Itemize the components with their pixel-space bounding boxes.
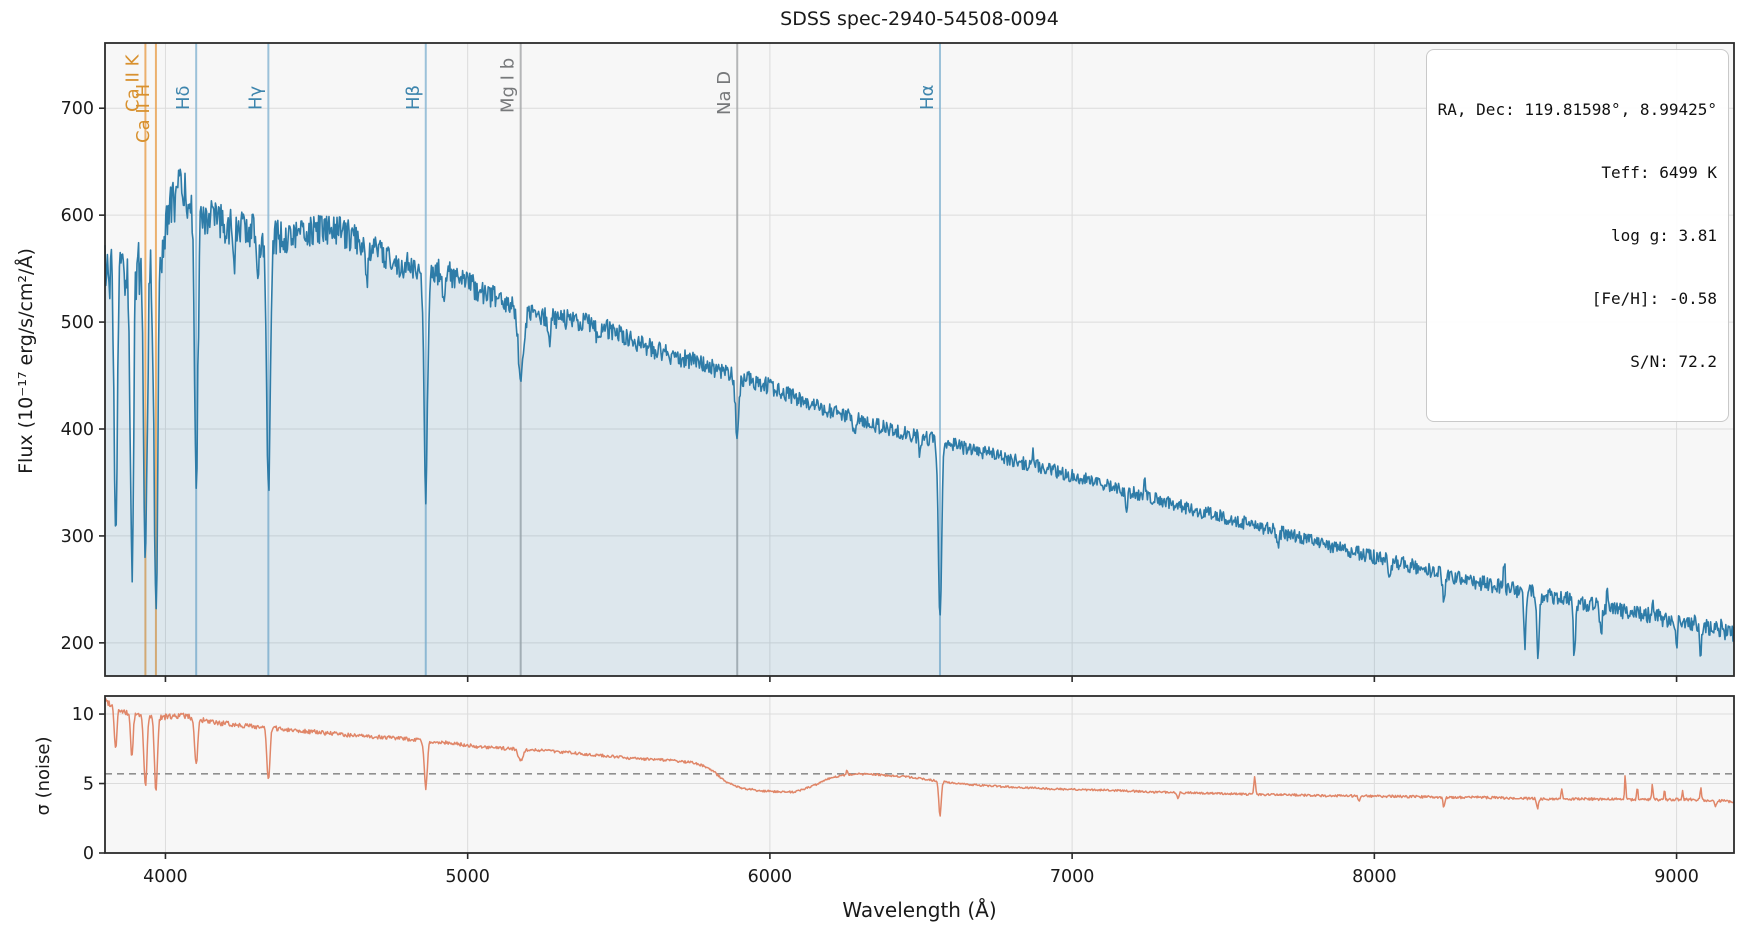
axes-spines [104, 695, 1735, 854]
y-tick-label: 400 [61, 420, 94, 440]
info-line-sn: S/N: 72.2 [1630, 352, 1717, 371]
stellar-params-box: RA, Dec: 119.81598°, 8.99425° Teff: 6499… [1425, 49, 1729, 422]
x-tick-label: 8000 [1352, 867, 1397, 887]
y-tick-label: 300 [61, 527, 94, 547]
y-tick-label: 600 [61, 206, 94, 226]
axes-spines [104, 42, 1735, 677]
noise-spectrum-panel: 4000 5000 6000 7000 8000 9000 0 5 10 [72, 695, 1735, 887]
flux-axis-label: Flux (10⁻¹⁷ erg/s/cm²/Å) [15, 248, 37, 474]
noise-axis-label: σ (noise) [33, 736, 54, 816]
spectral-line-label: Ca II K [122, 53, 143, 112]
info-line-logg: log g: 3.81 [1611, 226, 1717, 245]
noise-spectrum-series [104, 698, 1735, 817]
x-tick-label: 9000 [1654, 867, 1699, 887]
spectral-line-label: Hβ [403, 85, 424, 110]
spectral-line-label: Hδ [173, 85, 194, 110]
x-tick-label: 5000 [445, 867, 490, 887]
info-line-teff: Teff: 6499 K [1601, 163, 1717, 182]
x-tick-label: 6000 [748, 867, 793, 887]
y-tick-label: 10 [72, 705, 94, 725]
flux-fill-area [105, 169, 1734, 677]
spectral-line-label: Na D [714, 71, 735, 115]
figure-title: SDSS spec-2940-54508-0094 [780, 8, 1059, 30]
y-tick-label: 200 [61, 634, 94, 654]
y-tick-label: 5 [83, 775, 94, 795]
flux-spectrum-series [104, 168, 1735, 660]
info-line-ra-dec: RA, Dec: 119.81598°, 8.99425° [1437, 100, 1717, 119]
y-tick-label: 0 [83, 844, 94, 864]
x-tick-label: 7000 [1050, 867, 1095, 887]
y-tick-label: 700 [61, 99, 94, 119]
info-line-feh: [Fe/H]: -0.58 [1591, 289, 1717, 308]
spectral-line-label: Hγ [245, 85, 266, 110]
spectral-line-label: Hα [917, 85, 938, 110]
spectral-line-label: Mg I b [498, 58, 519, 113]
spectral-line-label: Ca II H [133, 84, 154, 143]
y-tick-label: 500 [61, 313, 94, 333]
wavelength-axis-label: Wavelength (Å) [842, 898, 997, 922]
x-tick-label: 4000 [143, 867, 188, 887]
